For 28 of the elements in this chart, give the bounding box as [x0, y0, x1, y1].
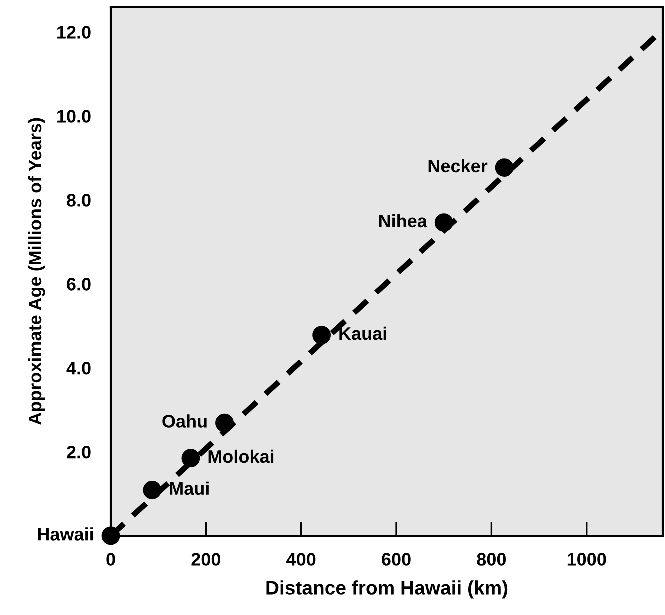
x-tick-label: 0 [106, 553, 116, 566]
annotation: Molokai [208, 450, 274, 464]
x-tick-label: 800 [477, 553, 506, 566]
point [312, 326, 332, 345]
point [216, 414, 234, 432]
y-tick-label: 10.0 [58, 110, 91, 123]
annotation: Necker [428, 159, 488, 173]
point [143, 481, 162, 500]
point [434, 214, 454, 232]
annotation: Kauai [340, 326, 386, 340]
annotation: Oahu [162, 414, 207, 428]
annotation: Nihea [379, 214, 428, 228]
y-axis-title: Approximate Age (Millions of Years) [28, 118, 46, 426]
point [182, 449, 200, 468]
x-tick-label: 600 [382, 553, 411, 566]
point [495, 158, 514, 177]
point [102, 526, 120, 546]
y-tick-label: 4.0 [66, 362, 91, 375]
y-tick-label: 8.0 [67, 194, 91, 207]
annotation: Hawaii [38, 528, 94, 541]
annotation: Maui [170, 482, 209, 496]
x-axis-title: Distance from Hawaii (km) [266, 580, 508, 599]
x-tick-label: 1000 [568, 553, 606, 566]
y-tick-label: 2.0 [67, 446, 91, 459]
x-tick-label: 200 [192, 553, 220, 566]
x-tick-label: 400 [286, 553, 316, 566]
y-tick-label: 6.0 [67, 278, 91, 291]
y-tick-label: 12.0 [58, 26, 91, 39]
